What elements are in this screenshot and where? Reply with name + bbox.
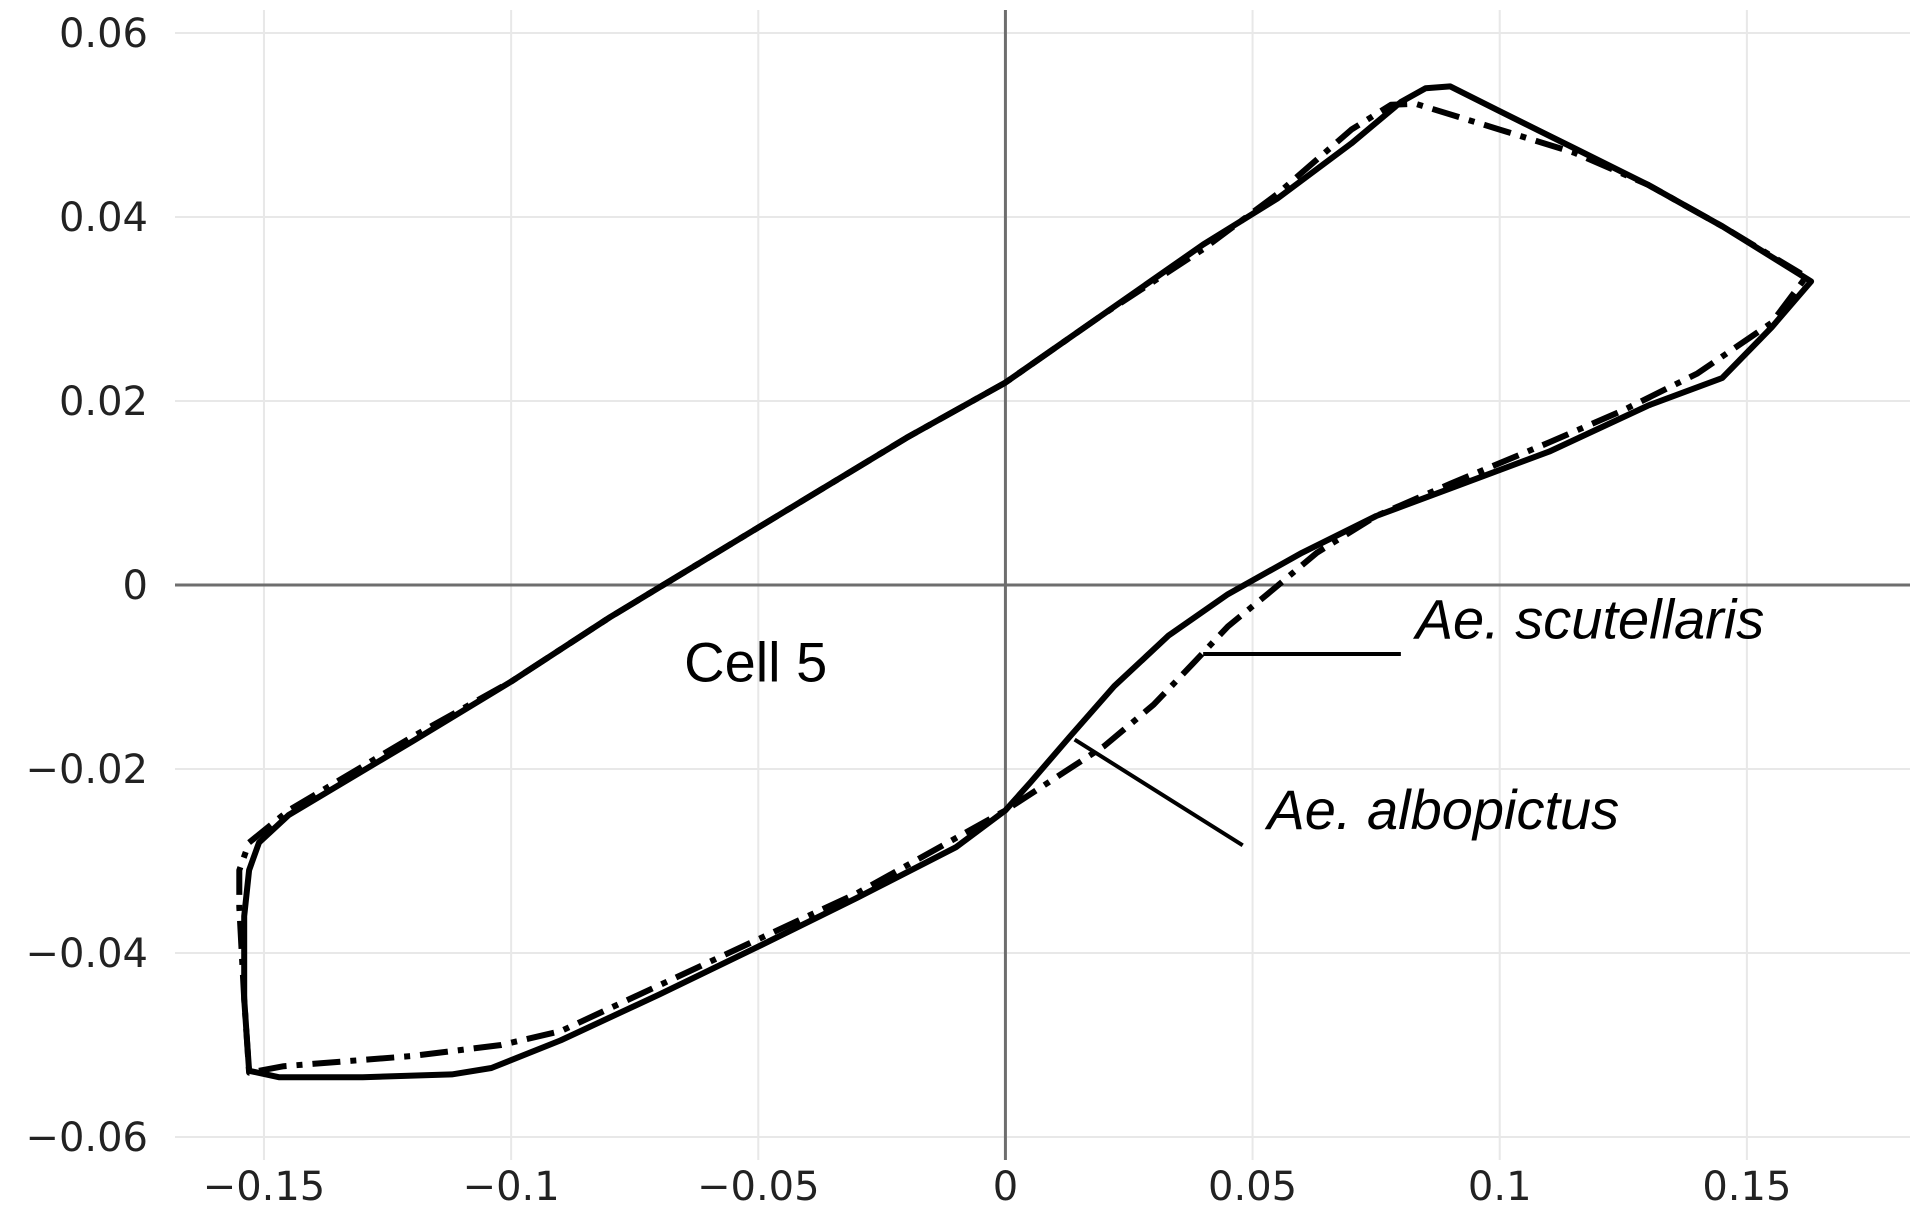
annotations: Cell 5 Ae. scutellaris Ae. albopictus xyxy=(684,587,1764,840)
series-lines xyxy=(236,83,1815,1081)
y-tick-label: −0.04 xyxy=(25,931,148,977)
x-tick-label: −0.05 xyxy=(697,1164,820,1210)
x-tick-label: −0.1 xyxy=(463,1164,560,1210)
x-tick-label: 0.1 xyxy=(1468,1164,1532,1210)
x-tick-label: 0.15 xyxy=(1702,1164,1791,1210)
y-tick-label: −0.06 xyxy=(25,1115,148,1161)
y-tick-label: 0.04 xyxy=(59,195,148,241)
annotation-label: Cell 5 xyxy=(684,631,827,694)
tick-labels: −0.15 −0.1 −0.05 0 0.05 0.1 0.15 0.06 0.04 0.02 0 −… xyxy=(25,11,1791,1210)
series-solid-line xyxy=(241,83,1815,1081)
annotation-label: Ae. scutellaris xyxy=(1413,587,1765,650)
y-tick-label: 0.02 xyxy=(59,379,148,425)
annotation-leader-line xyxy=(1073,737,1244,848)
x-tick-label: 0.05 xyxy=(1208,1164,1297,1210)
zero-axes xyxy=(175,10,1910,1160)
annotation-leaders xyxy=(1073,652,1401,848)
annotation-label: Ae. albopictus xyxy=(1264,778,1619,841)
y-tick-label: 0 xyxy=(123,563,148,609)
y-tick-label: 0.06 xyxy=(59,11,148,57)
y-tick-label: −0.02 xyxy=(25,747,148,793)
x-tick-label: −0.15 xyxy=(203,1164,326,1210)
x-tick-label: 0 xyxy=(993,1164,1018,1210)
